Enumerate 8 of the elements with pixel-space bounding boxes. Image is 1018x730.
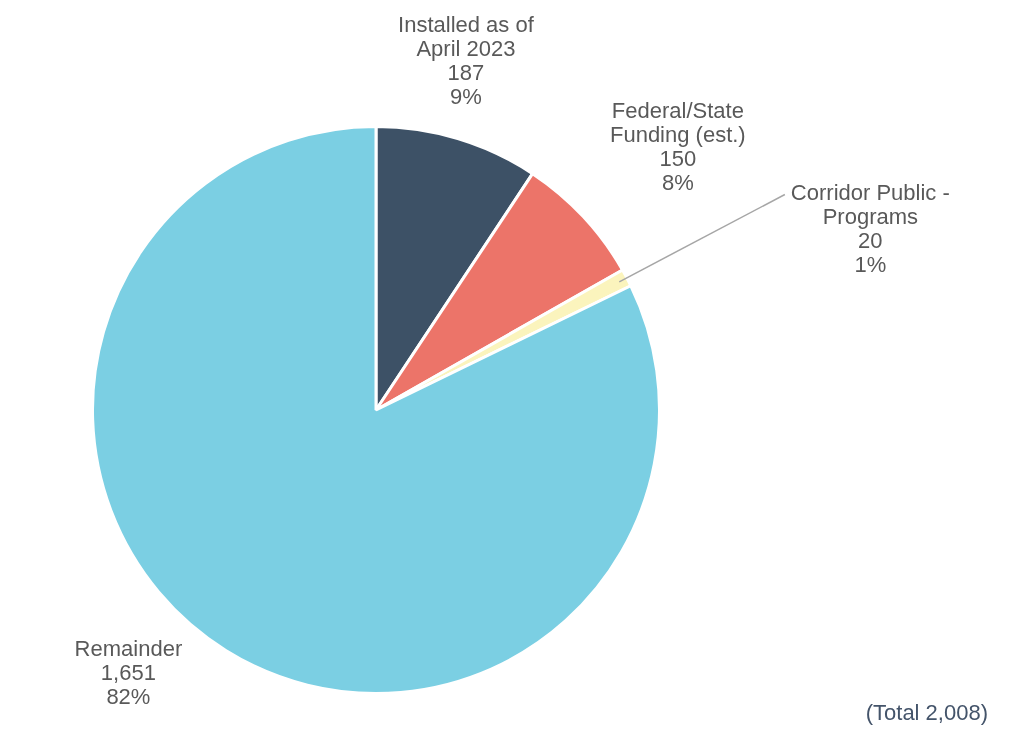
data-label: 150 8% <box>659 146 697 196</box>
slice-label: Installed as of April 2023 <box>398 12 535 62</box>
slice-label: Federal/State Funding (est.) <box>609 98 746 148</box>
text: (Total 2,008) <box>865 700 988 726</box>
slice-label: Remainder <box>74 635 183 661</box>
data-label: 187 9% <box>447 60 485 110</box>
slice-label: Corridor Public - Programs <box>790 179 950 229</box>
data-label: 1,651 82% <box>100 659 156 709</box>
